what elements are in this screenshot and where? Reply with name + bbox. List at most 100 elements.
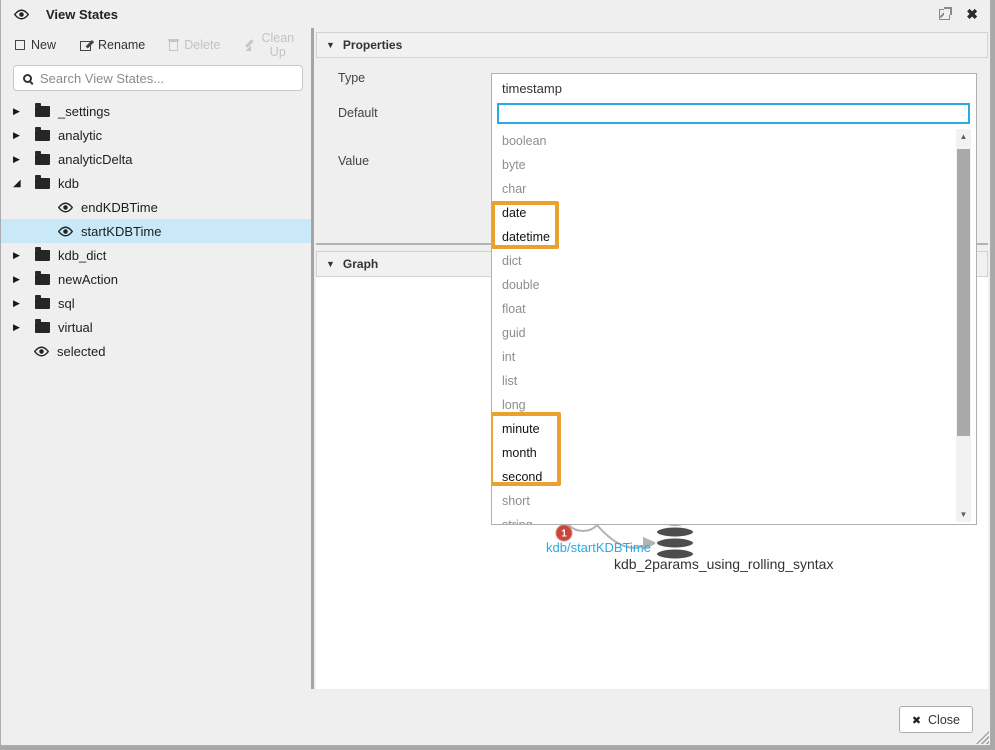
folder-icon	[35, 247, 50, 261]
expand-arrow-icon[interactable]	[13, 154, 33, 165]
value-field-label: Value	[338, 154, 370, 168]
cleanup-button-label: Clean Up	[261, 31, 295, 59]
search-input[interactable]	[40, 70, 293, 86]
dropdown-option[interactable]: guid	[502, 326, 526, 340]
dropdown-option[interactable]: float	[502, 302, 526, 316]
search-icon	[23, 73, 32, 83]
tree-item-analyticdelta[interactable]: analyticDelta	[1, 147, 311, 171]
properties-section-header[interactable]: Properties	[316, 32, 988, 58]
expand-arrow-icon[interactable]	[13, 298, 33, 309]
delete-button-label: Delete	[184, 38, 221, 52]
tree-item-label: endKDBTime	[81, 199, 158, 215]
panel-divider	[311, 28, 314, 689]
expand-arrow-icon[interactable]	[13, 106, 33, 117]
dropdown-option[interactable]: int	[502, 350, 516, 364]
dropdown-option-list: boolean byte char date datetime dict dou…	[492, 129, 954, 525]
tree-item-label: kdb_dict	[58, 247, 107, 263]
broom-icon	[244, 39, 253, 51]
type-field-label: Type	[338, 71, 366, 85]
resize-grip[interactable]	[976, 731, 989, 744]
eye-icon	[57, 202, 74, 212]
close-icon[interactable]	[966, 7, 978, 21]
tree-item-endkdbtime[interactable]: endKDBTime	[1, 195, 311, 219]
rename-button[interactable]: Rename	[80, 38, 145, 52]
tree-item-label: _settings	[58, 103, 111, 119]
folder-icon	[35, 319, 50, 333]
state-node-label[interactable]: kdb/startKDBTime	[546, 540, 651, 555]
edge-badge-count: 1	[561, 529, 567, 540]
tree-item-selected[interactable]: selected	[1, 339, 311, 363]
dropdown-filter-input[interactable]	[497, 103, 970, 124]
search-box	[13, 65, 303, 91]
rename-button-label: Rename	[98, 38, 146, 52]
tree-item-label: newAction	[58, 271, 118, 287]
dropdown-option[interactable]: char	[502, 182, 527, 196]
folder-icon	[35, 151, 50, 165]
delete-button[interactable]: Delete	[168, 38, 221, 52]
eye-icon	[33, 346, 50, 356]
dropdown-option[interactable]: minute	[502, 422, 540, 436]
expand-arrow-icon[interactable]	[13, 130, 33, 141]
view-states-tree: _settings analytic analyticDelta kdb	[1, 99, 311, 363]
cleanup-button[interactable]: Clean Up	[244, 31, 296, 59]
query-node-label: kdb_2params_using_rolling_syntax	[614, 556, 833, 572]
collapse-arrow-icon[interactable]	[13, 178, 33, 189]
tree-item-startkdbtime[interactable]: startKDBTime	[1, 219, 311, 243]
tree-item-label: sql	[58, 295, 75, 311]
tree-item-kdb-dict[interactable]: kdb_dict	[1, 243, 311, 267]
eye-icon	[13, 9, 30, 19]
new-button-label: New	[31, 38, 57, 52]
folder-icon	[35, 295, 50, 309]
expand-arrow-icon[interactable]	[13, 250, 33, 261]
dropdown-option[interactable]: dict	[502, 254, 522, 268]
expand-arrow-icon[interactable]	[13, 322, 33, 333]
dropdown-option[interactable]: short	[502, 494, 530, 508]
arrowhead-icon	[643, 537, 657, 550]
dropdown-option[interactable]: list	[502, 374, 518, 388]
tree-item-virtual[interactable]: virtual	[1, 315, 311, 339]
dropdown-option[interactable]: datetime	[502, 230, 550, 244]
tree-item-label: startKDBTime	[81, 223, 162, 239]
tree-item-analytic[interactable]: analytic	[1, 123, 311, 147]
tree-item-newaction[interactable]: newAction	[1, 267, 311, 291]
dropdown-selected-value[interactable]: timestamp	[502, 81, 562, 96]
folder-icon	[35, 127, 50, 141]
new-icon	[15, 40, 25, 50]
dropdown-option[interactable]: boolean	[502, 134, 547, 148]
close-icon	[912, 713, 921, 727]
scroll-up-icon[interactable]	[956, 129, 971, 144]
popout-icon[interactable]	[939, 6, 953, 20]
expand-arrow-icon[interactable]	[13, 274, 33, 285]
pencil-icon	[80, 40, 92, 51]
dropdown-option[interactable]: long	[502, 398, 526, 412]
type-dropdown: timestamp boolean byte char date datetim…	[491, 73, 977, 525]
graph-header-label: Graph	[342, 257, 379, 271]
page-title: View States	[46, 6, 119, 22]
view-states-toolbar: New Rename Delete Clean Up	[1, 31, 311, 59]
default-field-label: Default	[338, 106, 378, 120]
dropdown-option[interactable]: double	[502, 278, 540, 292]
tree-item-sql[interactable]: sql	[1, 291, 311, 315]
dropdown-option[interactable]: date	[502, 206, 527, 220]
eye-icon	[57, 226, 74, 236]
folder-icon	[35, 175, 50, 189]
tree-item-label: kdb	[58, 175, 79, 191]
close-button-label: Close	[928, 712, 960, 727]
edge-badge	[555, 524, 573, 542]
close-button[interactable]: Close	[898, 706, 973, 733]
scrollbar-thumb[interactable]	[957, 149, 970, 436]
chevron-down-icon	[326, 41, 335, 50]
tree-item-label: selected	[57, 343, 106, 359]
dropdown-option[interactable]: byte	[502, 158, 526, 172]
dropdown-option[interactable]: month	[502, 446, 537, 460]
tree-item-settings[interactable]: _settings	[1, 99, 311, 123]
tree-item-kdb[interactable]: kdb	[1, 171, 311, 195]
dropdown-option[interactable]: string	[502, 518, 533, 525]
dropdown-scrollbar[interactable]	[956, 129, 971, 522]
new-button[interactable]: New	[15, 38, 56, 52]
scroll-down-icon[interactable]	[956, 507, 971, 522]
tree-item-label: analytic	[58, 127, 103, 143]
dropdown-option[interactable]: second	[502, 470, 543, 484]
title-bar: View States	[1, 0, 990, 28]
